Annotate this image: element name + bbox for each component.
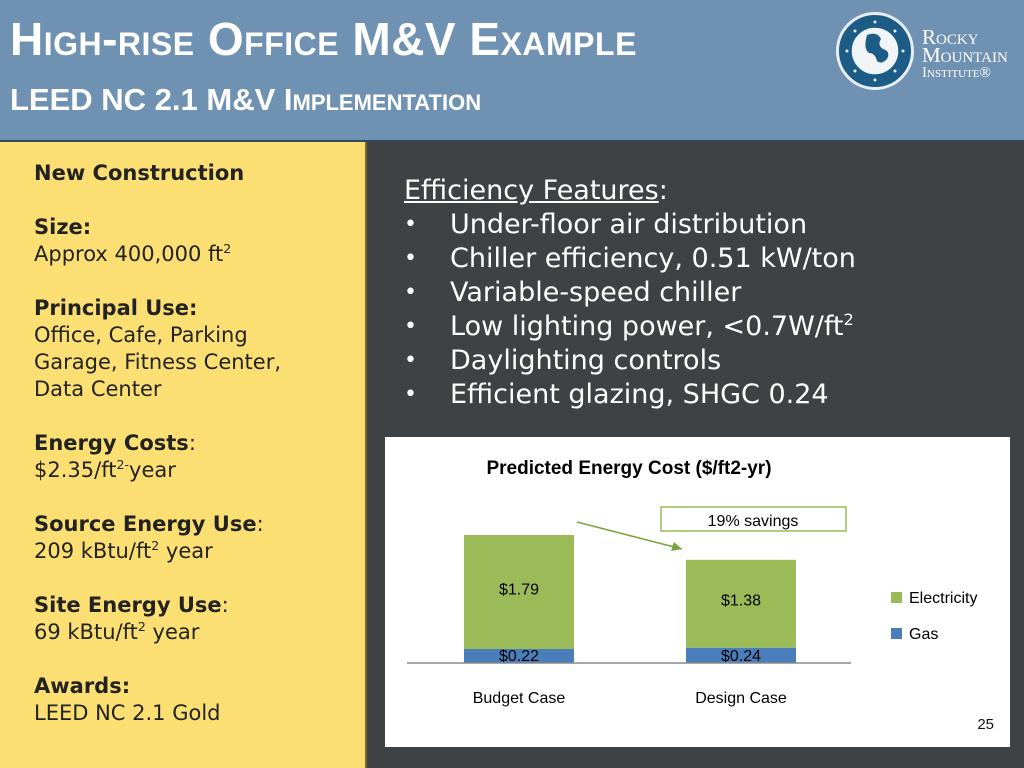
feature-item: Daylighting controls (404, 344, 856, 378)
site-energy-label: Site Energy Use: (34, 593, 229, 617)
feature-item: Variable-speed chiller (404, 276, 856, 310)
savings-arrow (576, 521, 683, 550)
feature-item: Under-floor air distribution (404, 208, 856, 242)
gas-bar (464, 648, 574, 663)
electricity-bar (686, 559, 796, 648)
features-list: Under-floor air distribution Chiller eff… (404, 208, 856, 412)
feature-item: Efficient glazing, SHGC 0.24 (404, 378, 856, 412)
savings-arrowhead (671, 542, 682, 551)
chart-title: Predicted Energy Cost ($/ft2-yr) (486, 458, 771, 479)
energy-costs-value: $2.35/ft2-year (34, 457, 176, 482)
source-energy-label: Source Energy Use: (34, 512, 264, 536)
data-label: $0.22 (499, 648, 539, 665)
energy-costs-label: Energy Costs: (34, 431, 196, 455)
data-label: $1.79 (499, 581, 539, 598)
category-heading: New Construction (34, 161, 245, 185)
principal-use-label: Principal Use: (34, 296, 198, 320)
awards-label: Awards: (34, 674, 131, 698)
site-energy-value: 69 kBtu/ft2 year (34, 619, 200, 644)
globe-logo-icon (836, 12, 914, 90)
slide-header: High-rise Office M&V Example LEED NC 2.1… (0, 0, 1024, 142)
logo-wordmark: Rocky Mountain Institute® (922, 25, 1008, 82)
category-label: Design Case (695, 690, 787, 707)
logo-line: Mountain (922, 43, 1008, 67)
savings-callout: 19% savings (708, 513, 799, 530)
feature-item: Chiller efficiency, 0.51 kW/ton (404, 242, 856, 276)
category-label: Budget Case (473, 690, 566, 707)
legend-swatch (891, 628, 902, 639)
feature-item: Low lighting power, <0.7W/ft2 (404, 310, 856, 344)
legend-swatch (891, 592, 902, 603)
legend-label: Gas (909, 626, 938, 643)
gas-bar (686, 647, 796, 663)
data-label: $1.38 (721, 593, 761, 610)
legend-label: Electricity (909, 590, 977, 607)
electricity-bar (464, 534, 574, 649)
slide-subtitle: LEED NC 2.1 M&V Implementation (10, 82, 482, 117)
logo-line: Rocky (922, 25, 979, 49)
size-label: Size: (34, 215, 92, 239)
slide-title: High-rise Office M&V Example (10, 13, 637, 65)
source-energy-value: 209 kBtu/ft2 year (34, 538, 213, 563)
principal-use-value: Office, Cafe, Parking Garage, Fitness Ce… (34, 323, 282, 401)
logo-line: Institute® (922, 65, 991, 81)
savings-callout-box (660, 506, 847, 532)
page-number: 25 (977, 716, 994, 733)
data-label: $0.24 (721, 648, 761, 665)
size-value: Approx 400,000 ft2 (34, 241, 232, 266)
features-heading: Efficiency Features: (404, 175, 668, 206)
awards-value: LEED NC 2.1 Gold (34, 701, 221, 725)
project-summary-panel: New Construction Size: Approx 400,000 ft… (0, 142, 367, 768)
efficiency-features: Efficiency Features: Under-floor air dis… (404, 174, 856, 412)
energy-cost-chart: Predicted Energy Cost ($/ft2-yr) $0.22 $1… (385, 437, 1010, 747)
chart-canvas: Predicted Energy Cost ($/ft2-yr) $0.22 $1… (407, 458, 977, 707)
